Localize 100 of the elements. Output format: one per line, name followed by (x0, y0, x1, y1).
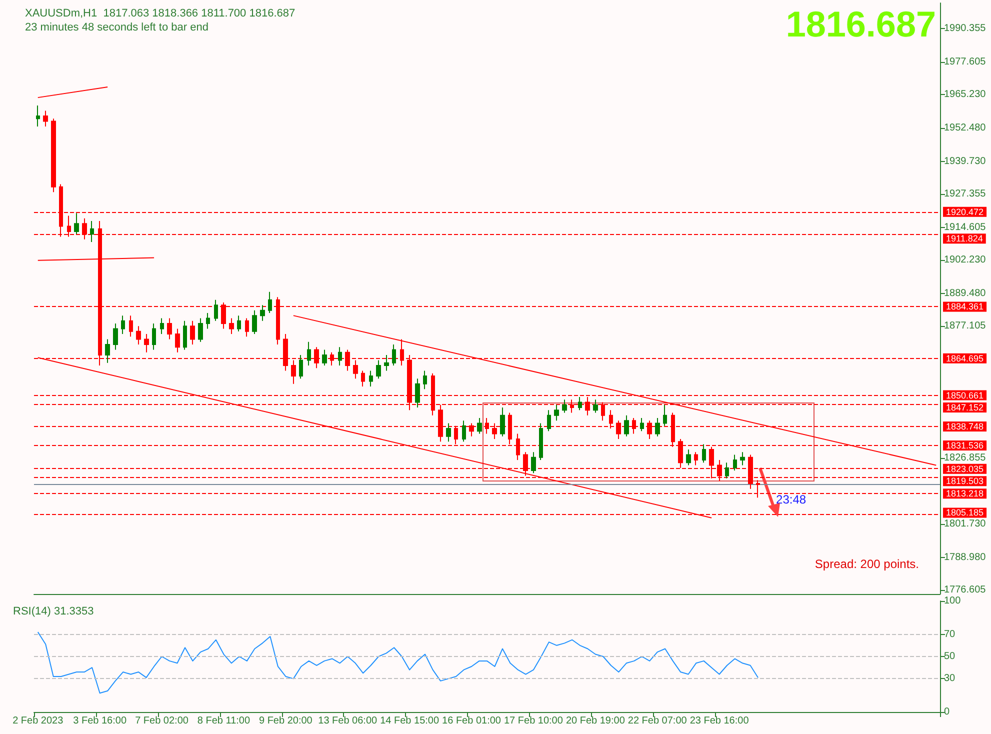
chart-title: XAUUSDm,H1 1817.063 1818.366 1811.700 1816.687 (25, 8, 296, 20)
x-tick-label: 3 Feb 16:00 (73, 716, 127, 726)
ref-line-label: 1813.218 (946, 488, 984, 499)
candlestick (338, 346, 342, 366)
candlestick (740, 452, 745, 466)
candlestick (51, 118, 56, 193)
x-tick-label: 8 Feb 11:00 (197, 716, 250, 726)
y-tick-label: 70 (944, 628, 956, 640)
candlestick (446, 422, 451, 442)
x-tick-label: 14 Feb 15:00 (380, 716, 440, 726)
candlestick (500, 407, 505, 437)
x-tick-label: 13 Feb 06:00 (318, 716, 378, 726)
x-tick-label: 16 Feb 01:00 (442, 716, 502, 726)
y-tick-label: 100 (944, 596, 962, 606)
candlestick (694, 452, 698, 466)
x-tick-label: 20 Feb 19:00 (566, 716, 626, 726)
y-tick-label: 1877.105 (944, 320, 986, 332)
ref-line-label: 1911.824 (946, 234, 983, 244)
y-tick-label: 1977.605 (944, 56, 986, 68)
candlestick (105, 338, 110, 364)
y-tick-label: 1902.230 (944, 254, 986, 266)
annotation: 1816.687 (786, 4, 936, 44)
candlestick (547, 410, 551, 432)
text: 23 minutes 48 seconds left to bar end (25, 22, 208, 34)
candlestick (578, 396, 582, 411)
candlestick (531, 452, 536, 474)
candlestick (369, 370, 373, 387)
y-tick-label: 1826.855 (944, 452, 986, 464)
candlestick (423, 370, 427, 390)
candlestick (74, 212, 79, 235)
candlestick (392, 344, 396, 366)
candlestick (129, 315, 133, 338)
y-tick-label: 1801.730 (944, 518, 986, 530)
y-tick-label: 1990.355 (944, 22, 986, 34)
candlestick (183, 320, 187, 350)
candlestick (113, 322, 118, 350)
ref-line-label: 1850.661 (946, 390, 984, 400)
ref-line-label: 1805.185 (946, 508, 984, 518)
candlestick (361, 370, 365, 387)
ref-line-label: 1864.695 (946, 353, 984, 364)
ref-line-label: 1838.748 (946, 422, 984, 432)
y-tick-label: 1939.730 (944, 156, 986, 167)
candlestick (252, 310, 257, 334)
candlestick (415, 378, 420, 408)
chart-title: RSI(14) 31.3353 (13, 606, 94, 618)
ref-line-label: 1823.035 (946, 464, 984, 474)
y-tick-label: 1776.605 (944, 584, 986, 596)
y-tick-label: 1889.480 (944, 288, 986, 299)
candlestick (90, 220, 94, 243)
candlestick (206, 312, 210, 330)
candlestick (702, 444, 706, 464)
candlestick (554, 404, 559, 422)
candlestick (43, 110, 48, 127)
y-tick-label: 1927.355 (944, 188, 986, 200)
candlestick (152, 322, 156, 350)
candlestick (268, 291, 272, 314)
candlestick (624, 414, 629, 437)
candlestick (725, 462, 729, 479)
candlestick (663, 404, 667, 426)
ref-line-label: 1831.536 (946, 440, 984, 450)
candlestick (462, 420, 466, 442)
candlestick (175, 328, 180, 353)
y-tick-label: 50 (944, 651, 956, 662)
candlestick (167, 318, 172, 340)
candlestick (214, 299, 218, 322)
candlestick (198, 318, 203, 342)
candlestick (36, 104, 40, 127)
x-tick-label: 2 Feb 2023 (12, 716, 64, 726)
x-tick-label: 9 Feb 20:00 (258, 716, 313, 726)
x-tick-label: 22 Feb 07:00 (628, 716, 688, 726)
ref-line-label: 1920.472 (946, 206, 984, 217)
candlestick (477, 418, 482, 434)
line-series (37, 632, 759, 694)
candlestick (260, 304, 265, 322)
y-tick-label: 1914.605 (944, 222, 986, 233)
x-tick-label: 23 Feb 16:00 (690, 716, 750, 726)
candlestick (384, 354, 389, 372)
candlestick (237, 315, 241, 332)
candlestick (245, 318, 249, 338)
candlestick (229, 318, 234, 334)
annotation: 23:48 (776, 492, 806, 506)
candlestick (144, 333, 149, 353)
y-tick-label: 1788.980 (944, 552, 986, 563)
y-tick-label: 1952.480 (944, 122, 986, 134)
candlestick (376, 360, 381, 380)
candlestick (562, 399, 567, 414)
x-tick-label: 17 Feb 10:00 (504, 716, 564, 726)
candlestick (400, 338, 404, 366)
candlestick (121, 315, 125, 334)
x-tick-label: 7 Feb 02:00 (135, 716, 189, 726)
candlestick (593, 399, 598, 414)
annotation: Spread: 200 points. (814, 557, 920, 571)
ref-line-label: 1819.503 (946, 476, 984, 486)
candlestick (307, 341, 311, 366)
y-tick-label: 1965.230 (944, 88, 986, 100)
candlestick (136, 326, 141, 345)
candlestick (640, 418, 644, 432)
candlestick (733, 454, 737, 472)
candlestick (539, 422, 543, 461)
ref-line-label: 1847.152 (946, 402, 984, 412)
